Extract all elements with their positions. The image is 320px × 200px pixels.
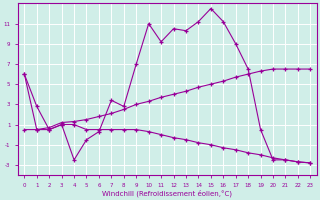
X-axis label: Windchill (Refroidissement éolien,°C): Windchill (Refroidissement éolien,°C) [102,189,232,197]
